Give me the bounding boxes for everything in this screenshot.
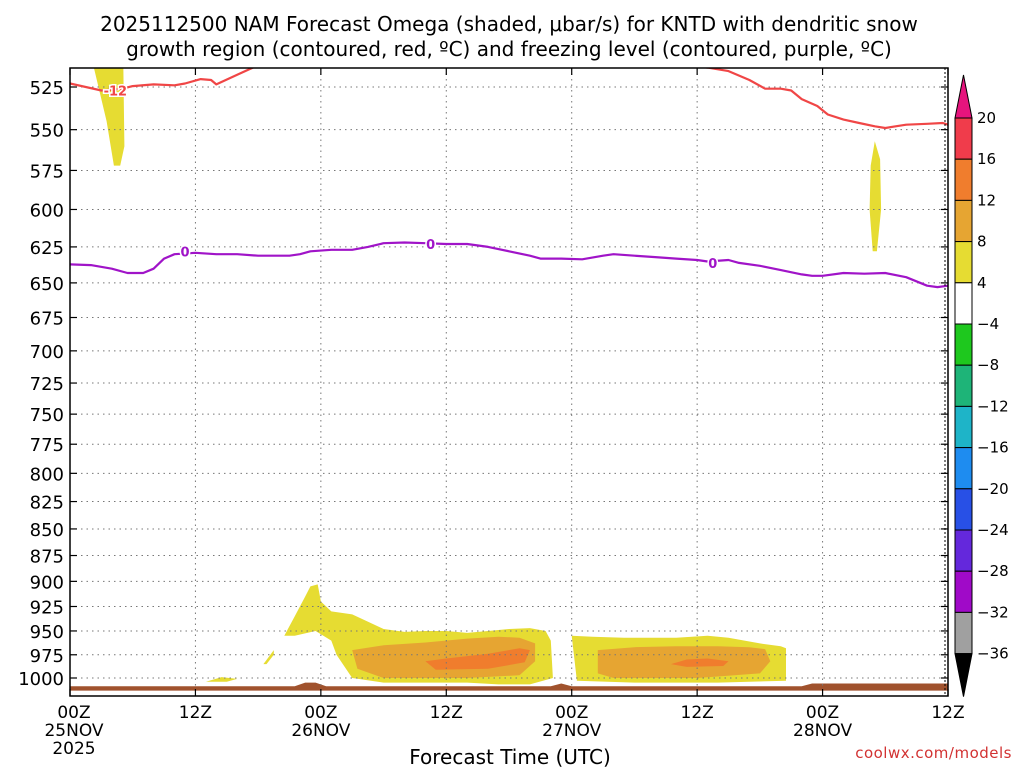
colorbar-label-0: 20 — [977, 109, 996, 127]
freezing-level-contour — [70, 241, 948, 289]
y-tick-label-800: 800 — [30, 464, 64, 485]
x-tick-label-2-0: 00Z — [304, 703, 337, 723]
colorbar-label-9: −20 — [977, 480, 1009, 498]
freezing-level-label-1: 0 — [426, 238, 435, 253]
y-tick-label-900: 900 — [30, 572, 64, 593]
colorbar-bin-5 — [954, 323, 973, 366]
colorbar-bin-3 — [954, 241, 973, 284]
x-tick-label-0-0: 00Z — [57, 703, 90, 723]
y-tick-label-825: 825 — [30, 493, 64, 514]
freezing-level-label-0: 0 — [180, 245, 189, 260]
snow-growth-contour-label: -12 — [104, 84, 128, 99]
snow-growth-contour-0 — [70, 68, 255, 92]
y-tick-label-950: 950 — [30, 622, 64, 643]
y-tick-label-625: 625 — [30, 238, 64, 259]
colorbar-bin-7 — [954, 405, 973, 449]
colorbar-bin-4 — [954, 282, 973, 325]
omega-shade-12-16-9 — [671, 658, 729, 667]
colorbar-bin-10 — [954, 529, 973, 572]
y-tick-label-575: 575 — [30, 161, 64, 182]
colorbar-label-6: −8 — [977, 356, 999, 374]
omega-shade-4-8-3 — [263, 650, 274, 665]
plot-area: -12 0 0 0 — [70, 68, 948, 696]
colorbar-label-1: 16 — [977, 150, 996, 168]
colorbar-label-7: −12 — [977, 397, 1009, 415]
omega-shade-12-16-8 — [425, 648, 530, 670]
colorbar-bin-11 — [954, 570, 973, 613]
colorbar-bin-6 — [954, 364, 973, 407]
chart-title-line2: growth region (contoured, red, ºC) and f… — [126, 37, 892, 61]
y-tick-label-750: 750 — [30, 405, 64, 426]
x-tick-label-6-1: 28NOV — [793, 721, 852, 741]
x-tick-label-1-0: 12Z — [179, 703, 212, 723]
chart-title-line1: 2025112500 NAM Forecast Omega (shaded, μ… — [100, 12, 918, 36]
y-tick-label-1000: 1000 — [18, 669, 64, 690]
colorbar-bin-8 — [954, 447, 973, 490]
freezing-level-label-2: 0 — [708, 257, 717, 272]
y-tick-label-725: 725 — [30, 374, 64, 395]
colorbar-label-2: 12 — [977, 191, 996, 209]
y-tick-label-650: 650 — [30, 274, 64, 295]
colorbar-bin-9 — [954, 488, 973, 531]
omega-shade-4-8-2 — [205, 677, 238, 682]
colorbar-label-12: −32 — [977, 603, 1009, 621]
y-tick-label-700: 700 — [30, 342, 64, 363]
colorbar-label-11: −28 — [977, 562, 1009, 580]
plot-content: -12 0 0 0 — [70, 68, 948, 696]
axes: 525 550 575 600 625 650 675 700 725 750 775 800 825 8… — [18, 67, 965, 759]
y-tick-label-975: 975 — [30, 646, 64, 667]
terrain-below-fill — [70, 690, 948, 696]
colorbar-bin-12 — [954, 611, 973, 655]
colorbar-label-5: −4 — [977, 315, 999, 333]
y-tick-label-600: 600 — [30, 200, 64, 221]
plot-frame — [69, 67, 949, 697]
x-tick-label-0-2: 2025 — [52, 739, 95, 759]
x-tick-label-6-0: 00Z — [806, 703, 839, 723]
colorbar-label-3: 8 — [977, 233, 987, 251]
x-tick-label-0-1: 25NOV — [44, 721, 103, 741]
y-tick-label-850: 850 — [30, 520, 64, 541]
colorbar-label-13: −36 — [977, 645, 1009, 663]
y-tick-label-525: 525 — [30, 78, 64, 99]
y-tick-label-550: 550 — [30, 121, 64, 142]
x-tick-label-2-1: 26NOV — [291, 721, 350, 741]
colorbar-label-10: −24 — [977, 521, 1009, 539]
x-tick-label-7-0: 12Z — [931, 703, 964, 723]
credit-text: coolwx.com/models — [855, 744, 1012, 762]
snow-growth-contour-1 — [701, 68, 948, 130]
terrain-band — [70, 682, 948, 691]
colorbar-label-8: −16 — [977, 439, 1009, 457]
omega-shade-4-8-1 — [869, 141, 882, 252]
colorbar-label-4: 4 — [977, 274, 987, 292]
x-tick-label-4-0: 00Z — [555, 703, 588, 723]
colorbar-below-triangle — [954, 653, 973, 697]
y-tick-label-775: 775 — [30, 435, 64, 456]
x-tick-label-4-1: 27NOV — [542, 721, 601, 741]
colorbar-bin-0 — [954, 117, 973, 160]
x-axis-title: Forecast Time (UTC) — [409, 745, 611, 768]
x-tick-label-5-0: 12Z — [681, 703, 714, 723]
colorbar-bin-2 — [954, 199, 973, 243]
colorbar-bin-1 — [954, 158, 973, 201]
y-tick-label-925: 925 — [30, 597, 64, 618]
colorbar: 20 16 12 8 4 −4 −8 −12 −16 −20 −24 −28 −32 −36 — [954, 74, 1009, 697]
omega-shade-4-8-0 — [93, 68, 125, 166]
y-tick-label-675: 675 — [30, 309, 64, 330]
y-tick-label-875: 875 — [30, 547, 64, 568]
x-tick-label-3-0: 12Z — [430, 703, 463, 723]
